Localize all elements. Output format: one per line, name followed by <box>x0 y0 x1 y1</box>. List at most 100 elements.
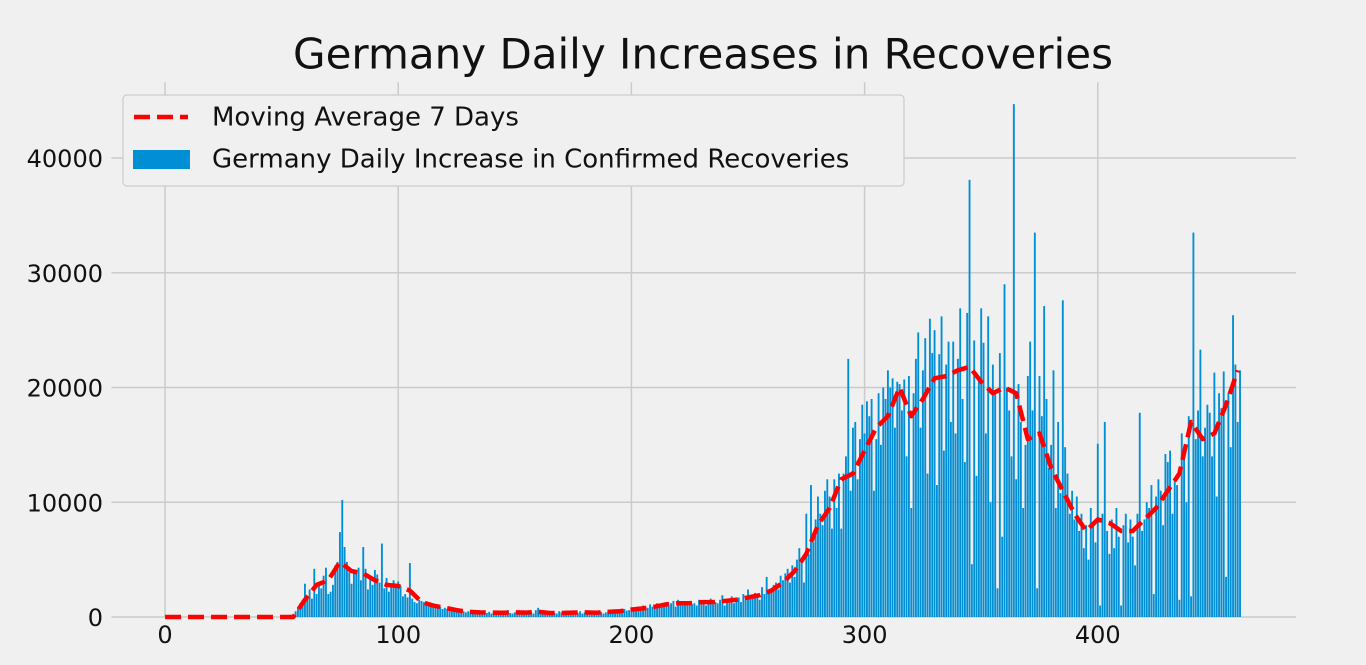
bar <box>422 602 425 617</box>
bar <box>856 479 859 617</box>
bar <box>884 398 887 617</box>
bar <box>583 612 586 617</box>
bar <box>387 591 390 617</box>
bar <box>996 588 999 617</box>
bar <box>443 607 446 617</box>
bar <box>366 589 369 617</box>
bar <box>1197 410 1199 617</box>
bar <box>429 604 432 617</box>
bar <box>376 574 379 617</box>
bar <box>1066 473 1069 617</box>
bar <box>621 611 624 617</box>
bar <box>562 613 565 617</box>
bar <box>1033 232 1036 617</box>
bar <box>434 605 437 617</box>
bar <box>998 353 1001 617</box>
bar <box>455 611 458 617</box>
bar <box>663 606 665 617</box>
bar <box>772 584 775 617</box>
bar <box>1127 542 1130 617</box>
bar <box>1199 349 1202 617</box>
bar <box>1026 376 1029 617</box>
bar <box>742 594 745 617</box>
bar <box>609 611 612 617</box>
bar <box>1094 542 1097 617</box>
bar <box>355 573 358 617</box>
bar <box>504 613 507 617</box>
bar <box>726 600 728 617</box>
bar <box>488 611 491 617</box>
chart-title: Germany Daily Increases in Recoveries <box>293 30 1113 79</box>
bar <box>735 599 738 617</box>
bar <box>749 596 752 617</box>
bar <box>579 611 582 617</box>
bar <box>833 479 836 617</box>
bar <box>782 580 784 617</box>
bar <box>768 591 770 617</box>
bar <box>1096 443 1099 617</box>
bar <box>1085 525 1088 617</box>
bar <box>576 612 579 617</box>
bar <box>763 594 766 617</box>
bar <box>779 575 782 617</box>
bar <box>684 605 686 617</box>
bar <box>973 340 976 617</box>
bar <box>910 507 913 617</box>
bar <box>852 427 854 617</box>
bar <box>572 613 575 617</box>
bar <box>1080 513 1083 617</box>
bar <box>632 609 635 617</box>
bar <box>1017 384 1020 617</box>
bar <box>754 592 756 617</box>
bar <box>380 543 383 617</box>
bar <box>658 607 661 617</box>
bar <box>917 332 920 617</box>
bar <box>667 605 670 617</box>
bar <box>1204 427 1206 617</box>
x-tick-label: 0 <box>157 621 172 649</box>
bar <box>555 613 558 617</box>
bar <box>513 612 516 617</box>
bar <box>914 358 917 617</box>
bars <box>294 104 1241 617</box>
bar <box>464 612 467 617</box>
bar <box>369 579 372 617</box>
bar <box>733 603 735 617</box>
bar <box>1141 530 1144 617</box>
bar <box>1045 398 1048 617</box>
bar <box>681 603 684 617</box>
bar <box>404 594 407 617</box>
bar <box>1082 548 1085 617</box>
bar <box>630 607 633 617</box>
bar <box>800 561 803 617</box>
bar <box>471 613 474 617</box>
bar <box>847 358 850 617</box>
bar <box>297 607 299 617</box>
bar <box>777 589 780 617</box>
bar <box>886 370 889 617</box>
bar <box>1003 284 1006 617</box>
bar <box>845 456 847 617</box>
bar <box>313 568 316 617</box>
bar <box>896 381 899 617</box>
bar <box>831 528 833 617</box>
bar <box>870 398 873 617</box>
bar <box>656 603 658 617</box>
bar <box>865 401 868 617</box>
bar <box>581 613 584 617</box>
bar <box>877 393 880 617</box>
bar <box>1099 605 1102 617</box>
bar <box>425 603 428 617</box>
bar <box>796 559 798 617</box>
bar <box>1236 421 1239 617</box>
bar <box>1227 393 1230 617</box>
bar <box>1192 232 1195 617</box>
bar <box>714 602 717 617</box>
bar <box>1180 433 1183 617</box>
bar <box>702 603 705 617</box>
bar <box>343 547 346 617</box>
bar <box>1171 513 1174 617</box>
bar <box>940 316 943 617</box>
bar <box>905 456 908 617</box>
bar <box>712 604 714 617</box>
